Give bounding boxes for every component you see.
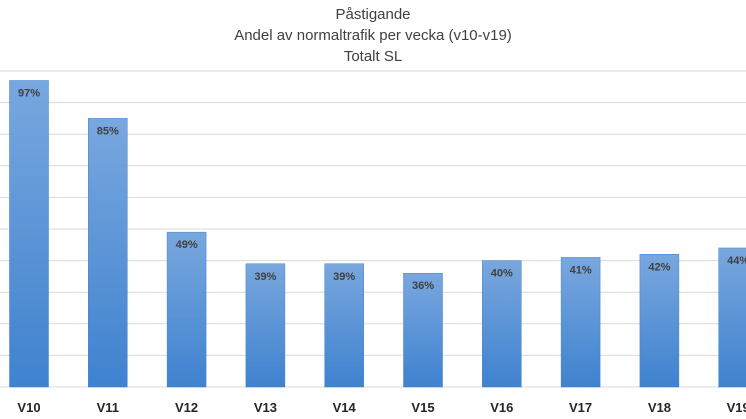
data-label-v14: 39% bbox=[333, 271, 355, 283]
bar-v19 bbox=[718, 247, 746, 388]
bar-v11 bbox=[88, 118, 128, 388]
data-labels: 97% 85% 49% 39% 39% 36% 40% 41% 42% 44% bbox=[18, 87, 746, 292]
bar-v18 bbox=[639, 254, 680, 388]
chart-title: Påstigande bbox=[335, 6, 411, 23]
data-label-v19: 44% bbox=[727, 255, 746, 267]
x-tick-v19: V19 bbox=[727, 400, 746, 415]
bar-v16 bbox=[482, 260, 522, 388]
x-axis-ticks: V10 V11 V12 V13 V14 V15 V16 V17 V18 V19 bbox=[17, 400, 746, 415]
data-label-v17: 41% bbox=[570, 264, 592, 276]
data-label-v18: 42% bbox=[648, 261, 670, 273]
x-tick-v12: V12 bbox=[175, 400, 198, 415]
x-tick-v17: V17 bbox=[569, 400, 592, 415]
data-label-v16: 40% bbox=[491, 268, 513, 280]
data-label-v10: 97% bbox=[18, 87, 40, 99]
chart-title-block: Påstigande Andel av normaltrafik per vec… bbox=[0, 4, 746, 67]
chart-subtitle: Andel av normaltrafik per vecka (v10-v19… bbox=[234, 27, 512, 44]
data-label-v12: 49% bbox=[176, 239, 198, 251]
x-tick-v16: V16 bbox=[490, 400, 513, 415]
bar-v10 bbox=[9, 80, 49, 388]
x-tick-v13: V13 bbox=[254, 400, 277, 415]
bar-v17 bbox=[560, 257, 601, 388]
data-label-v15: 36% bbox=[412, 280, 434, 292]
bar-v13 bbox=[245, 263, 286, 388]
chart-subtitle-2: Totalt SL bbox=[343, 48, 403, 65]
data-label-v11: 85% bbox=[97, 125, 119, 137]
bar-v15 bbox=[403, 272, 443, 388]
x-tick-v14: V14 bbox=[333, 400, 357, 415]
x-tick-v10: V10 bbox=[17, 400, 40, 415]
data-label-v13: 39% bbox=[254, 271, 276, 283]
x-tick-v15: V15 bbox=[411, 400, 434, 415]
x-tick-v18: V18 bbox=[648, 400, 671, 415]
bar-v12 bbox=[166, 231, 207, 388]
bar-v14 bbox=[324, 263, 364, 388]
x-tick-v11: V11 bbox=[97, 400, 119, 415]
bars bbox=[9, 80, 746, 388]
